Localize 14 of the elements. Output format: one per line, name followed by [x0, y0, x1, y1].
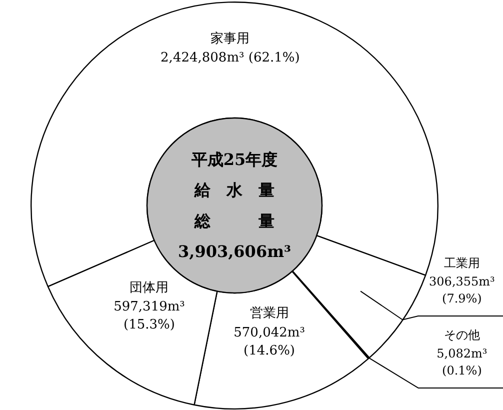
slice-label: 営業用	[250, 306, 289, 321]
text: 給 水 量	[194, 180, 275, 200]
slice-label: 工業用	[444, 256, 480, 270]
data-label: 597,319m³ (15.3%)	[114, 300, 185, 333]
text: 総 量	[194, 211, 275, 230]
data-label: 2,424,808m³ (62.1%)	[160, 50, 300, 66]
data-label: 570,042m³ (14.6%)	[234, 325, 305, 358]
data-label: 306,355m³ (7.9%)	[429, 274, 496, 306]
data-label: 5,082m³ (0.1%)	[436, 346, 488, 378]
text: 平成25年度	[190, 150, 278, 170]
slice-label: 家事用	[210, 30, 250, 46]
text: 3,903,606m³	[178, 242, 292, 261]
slice-label: その他	[444, 328, 480, 342]
slice-label: 団体用	[130, 280, 169, 296]
